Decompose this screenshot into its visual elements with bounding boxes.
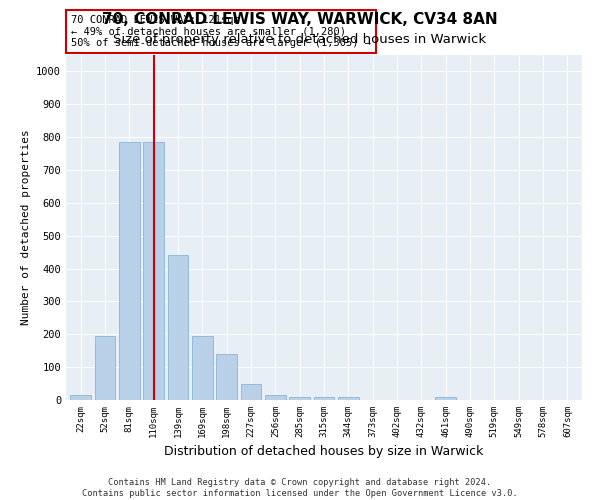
Bar (265, 395, 286, 400)
X-axis label: Distribution of detached houses by size in Warwick: Distribution of detached houses by size … (164, 446, 484, 458)
Bar (95, 336, 115, 400)
Text: Contains HM Land Registry data © Crown copyright and database right 2024.
Contai: Contains HM Land Registry data © Crown c… (82, 478, 518, 498)
Bar (192, 336, 212, 400)
Bar (143, 142, 164, 400)
Bar (167, 256, 188, 400)
Bar (119, 142, 140, 400)
Text: Size of property relative to detached houses in Warwick: Size of property relative to detached ho… (113, 32, 487, 46)
Bar (289, 396, 310, 400)
Text: 70, CONRAD LEWIS WAY, WARWICK, CV34 8AN: 70, CONRAD LEWIS WAY, WARWICK, CV34 8AN (102, 12, 498, 28)
Bar (241, 384, 262, 400)
Bar (70, 395, 91, 400)
Bar (436, 396, 456, 400)
Bar (314, 396, 334, 400)
Bar (216, 354, 237, 400)
Text: 70 CONRAD LEWIS WAY: 121sqm
← 49% of detached houses are smaller (1,280)
50% of : 70 CONRAD LEWIS WAY: 121sqm ← 49% of det… (71, 15, 371, 48)
Y-axis label: Number of detached properties: Number of detached properties (20, 130, 31, 326)
Bar (338, 396, 359, 400)
